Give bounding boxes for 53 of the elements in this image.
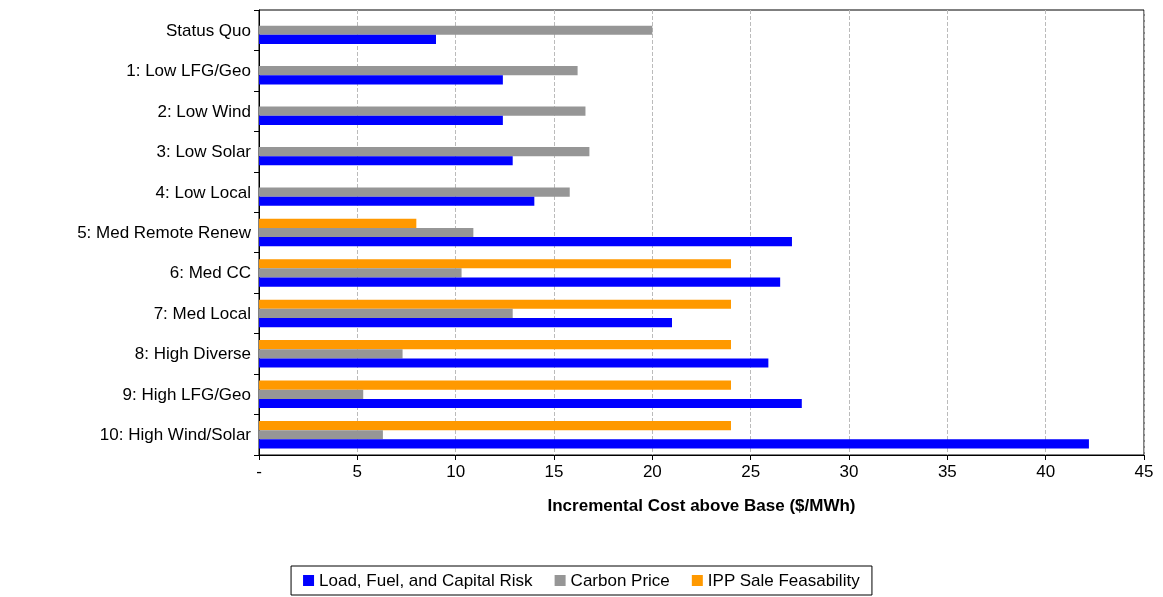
bar bbox=[259, 147, 590, 157]
bar bbox=[259, 439, 1089, 449]
x-axis-title: Incremental Cost above Base ($/MWh) bbox=[547, 496, 856, 515]
bar bbox=[259, 299, 731, 309]
bar bbox=[259, 34, 436, 44]
bar bbox=[259, 237, 792, 247]
legend-label: Carbon Price bbox=[570, 571, 670, 590]
x-tick-label: 20 bbox=[642, 462, 662, 481]
bar bbox=[259, 358, 769, 368]
x-tick-label: 5 bbox=[352, 462, 363, 481]
bar bbox=[259, 340, 731, 350]
y-tick-label: 7: Med Local bbox=[153, 303, 251, 323]
x-tick-label: 40 bbox=[1036, 462, 1056, 481]
bar bbox=[259, 156, 513, 166]
bar bbox=[259, 349, 403, 359]
x-tick-label: 15 bbox=[544, 462, 564, 481]
bar bbox=[259, 259, 731, 269]
bar bbox=[259, 380, 731, 390]
y-tick-label: 1: Low LFG/Geo bbox=[126, 61, 251, 81]
y-tick-label: 2: Low Wind bbox=[157, 101, 251, 121]
y-tick-label: 4: Low Local bbox=[155, 182, 251, 202]
y-tick-label: 6: Med CC bbox=[169, 263, 251, 283]
x-tick-label: 30 bbox=[839, 462, 859, 481]
legend-label: IPP Sale Feasability bbox=[707, 571, 861, 590]
bar bbox=[259, 317, 672, 328]
bar bbox=[259, 268, 462, 278]
x-tick-label: 25 bbox=[741, 462, 761, 481]
bar bbox=[259, 115, 503, 125]
bar bbox=[259, 196, 535, 206]
bar bbox=[259, 227, 474, 238]
x-tick-label: 10 bbox=[446, 462, 466, 481]
x-tick-label: - bbox=[256, 462, 262, 481]
bar bbox=[259, 25, 653, 35]
bar bbox=[259, 187, 570, 197]
y-tick-label: 8: High Diverse bbox=[134, 344, 251, 364]
x-tick-label: 35 bbox=[937, 462, 957, 481]
bar bbox=[259, 106, 586, 116]
bar bbox=[259, 398, 802, 409]
bar bbox=[259, 308, 513, 318]
x-tick-label: 45 bbox=[1134, 462, 1154, 481]
bar bbox=[259, 430, 383, 440]
bar bbox=[259, 389, 364, 399]
y-tick-label: 9: High LFG/Geo bbox=[122, 384, 251, 404]
bar bbox=[259, 218, 417, 228]
bar bbox=[259, 66, 578, 76]
y-tick-label: 10: High Wind/Solar bbox=[99, 425, 252, 445]
bar bbox=[259, 75, 503, 85]
legend-label: Load, Fuel, and Capital Risk bbox=[319, 571, 534, 590]
y-tick-label: Status Quo bbox=[165, 20, 251, 40]
y-tick-label: 3: Low Solar bbox=[156, 142, 252, 162]
bar bbox=[259, 421, 731, 431]
y-tick-label: 5: Med Remote Renew bbox=[77, 223, 252, 242]
bar bbox=[259, 277, 781, 287]
